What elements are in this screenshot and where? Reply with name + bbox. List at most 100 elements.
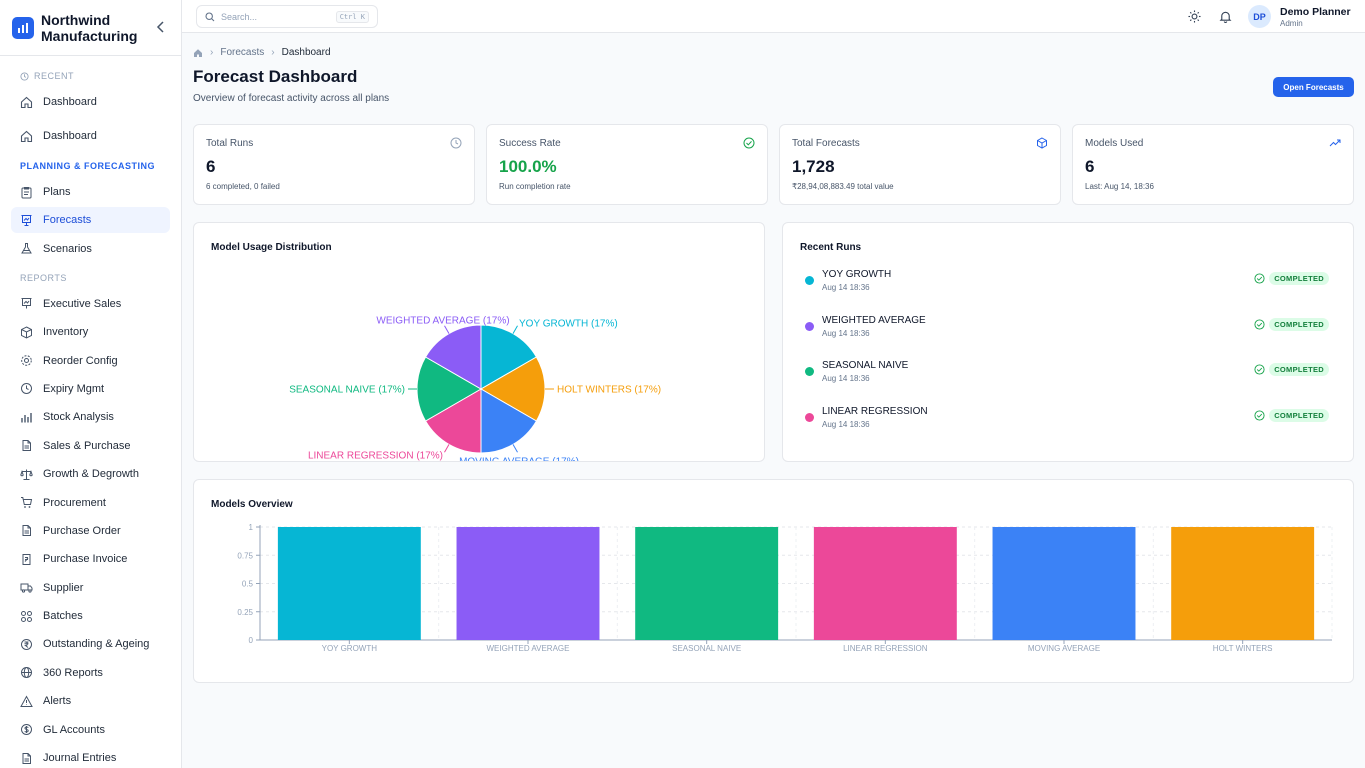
sidebar-item-label: Expiry Mgmt	[43, 382, 105, 395]
run-time: Aug 14 18:36	[822, 328, 870, 338]
page-title: Forecast Dashboard	[193, 67, 358, 86]
breadcrumb: › Forecasts › Dashboard	[193, 47, 331, 58]
brand: Northwind Manufacturing	[0, 0, 181, 56]
sidebar-item-label: Supplier	[43, 581, 84, 594]
sidebar-item-alerts[interactable]: Alerts	[11, 688, 170, 714]
sidebar-item-sales-purchase[interactable]: Sales & Purchase	[11, 433, 170, 459]
sidebar-item-scenarios[interactable]: Scenarios	[11, 236, 170, 262]
bar[interactable]	[635, 527, 779, 640]
sidebar-item-dashboard[interactable]: Dashboard	[11, 123, 170, 149]
document-icon	[20, 752, 33, 765]
sidebar-item-360-reports[interactable]: 360 Reports	[11, 660, 170, 686]
page-subtitle: Overview of forecast activity across all…	[193, 93, 390, 104]
run-row[interactable]: WEIGHTED AVERAGE Aug 14 18:36 COMPLETED	[800, 313, 1335, 343]
sidebar-item-label: Plans	[43, 186, 71, 198]
clock-icon	[450, 137, 462, 149]
stat-sub: Run completion rate	[499, 182, 571, 191]
trending-up-icon	[1329, 139, 1341, 147]
pie-slice[interactable]	[479, 356, 546, 422]
y-tick-label: 1	[249, 523, 254, 532]
sidebar-item-dashboard[interactable]: Dashboard	[11, 89, 170, 115]
sidebar-item-label: Scenarios	[43, 242, 92, 255]
sidebar-item-journal-entries[interactable]: Journal Entries	[11, 745, 170, 768]
sidebar-item-label: Sales & Purchase	[43, 439, 131, 452]
home-icon	[20, 96, 33, 109]
run-name: LINEAR REGRESSION	[822, 405, 928, 417]
sidebar-item-label: Dashboard	[43, 96, 97, 108]
stat-sub: ₹28,94,08,883.49 total value	[792, 182, 894, 191]
stat-value: 100.0%	[499, 157, 557, 176]
y-tick-label: 0.75	[237, 551, 253, 560]
run-row[interactable]: LINEAR REGRESSION Aug 14 18:36 COMPLETED	[800, 404, 1335, 434]
card-title: Recent Runs	[800, 242, 862, 253]
sidebar-item-label: Purchase Invoice	[43, 553, 128, 566]
theme-toggle-button[interactable]	[1188, 10, 1201, 23]
sidebar-item-label: Outstanding & Ageing	[43, 638, 150, 651]
stat-sub: 6 completed, 0 failed	[206, 182, 280, 191]
sidebar-item-expiry-mgmt[interactable]: Expiry Mgmt	[11, 376, 170, 402]
search-shortcut: Ctrl K	[335, 10, 369, 23]
clock-icon	[20, 71, 29, 81]
sidebar-item-label: Growth & Degrowth	[43, 468, 139, 481]
sidebar-item-executive-sales[interactable]: Executive Sales	[11, 291, 170, 317]
sidebar-item-purchase-invoice[interactable]: Purchase Invoice	[11, 546, 170, 572]
pie-leader-line	[444, 444, 450, 453]
sidebar-item-supplier[interactable]: Supplier	[11, 575, 170, 601]
bell-icon	[1219, 11, 1232, 24]
gear-icon	[20, 354, 33, 367]
bar[interactable]	[1171, 527, 1315, 640]
sidebar-item-forecasts[interactable]: Forecasts	[11, 207, 170, 234]
sidebar-item-gl-accounts[interactable]: GL Accounts	[11, 717, 170, 743]
sidebar-item-label: Dashboard	[43, 130, 97, 142]
scale-icon	[20, 468, 33, 481]
bar[interactable]	[813, 527, 957, 640]
main-content: › Forecasts › Dashboard Forecast Dashboa…	[182, 33, 1365, 768]
home-icon	[20, 130, 33, 143]
sidebar-item-plans[interactable]: Plans	[11, 179, 170, 205]
home-icon[interactable]	[193, 48, 203, 58]
open-forecasts-button[interactable]: Open Forecasts	[1273, 77, 1354, 97]
pie-slice-label: SEASONAL NAIVE (17%)	[289, 385, 405, 396]
search-placeholder: Search...	[221, 11, 258, 22]
x-tick-label: YOY GROWTH	[322, 644, 378, 653]
pie-slice[interactable]	[424, 388, 482, 454]
run-row[interactable]: YOY GROWTH Aug 14 18:36 COMPLETED	[800, 267, 1335, 297]
y-tick-label: 0.5	[242, 580, 254, 589]
grid-icon	[20, 610, 33, 623]
card-title: Models Overview	[211, 499, 293, 510]
sidebar-item-growth-degrowth[interactable]: Growth & Degrowth	[11, 461, 170, 487]
bar[interactable]	[992, 527, 1136, 640]
breadcrumb-forecasts-link[interactable]: Forecasts	[220, 47, 265, 58]
pie-slice[interactable]	[424, 324, 482, 390]
globe-icon	[20, 666, 33, 679]
collapse-sidebar-button[interactable]	[153, 20, 169, 36]
cart-icon	[20, 496, 33, 509]
stat-value: 6	[1085, 157, 1095, 176]
notifications-button[interactable]	[1219, 10, 1232, 24]
sidebar-item-procurement[interactable]: Procurement	[11, 490, 170, 516]
sidebar-item-outstanding-ageing[interactable]: Outstanding & Ageing	[11, 631, 170, 657]
run-time: Aug 14 18:36	[822, 374, 870, 383]
sidebar-item-reorder-config[interactable]: Reorder Config	[11, 348, 170, 374]
pie-slice[interactable]	[480, 324, 538, 390]
planning-heading: PLANNING & FORECASTING	[20, 161, 156, 171]
sidebar-item-label: Batches	[43, 610, 83, 623]
search-input[interactable]: Search... Ctrl K	[196, 5, 378, 28]
sidebar-item-label: Executive Sales	[43, 297, 122, 310]
pie-slice-label: YOY GROWTH (17%)	[519, 319, 618, 330]
pie-slice[interactable]	[416, 356, 483, 422]
sidebar-item-inventory[interactable]: Inventory	[11, 319, 170, 345]
run-row[interactable]: SEASONAL NAIVE Aug 14 18:36 COMPLETED	[800, 358, 1335, 388]
x-tick-label: MOVING AVERAGE	[1028, 644, 1100, 653]
sidebar-item-batches[interactable]: Batches	[11, 603, 170, 629]
sidebar-item-stock-analysis[interactable]: Stock Analysis	[11, 404, 170, 430]
sidebar-item-label: 360 Reports	[43, 666, 103, 679]
avatar[interactable]: DP	[1248, 5, 1271, 28]
bar[interactable]	[277, 527, 421, 640]
pie-slice[interactable]	[480, 388, 538, 454]
clock-icon	[20, 382, 33, 395]
bar[interactable]	[456, 527, 600, 640]
sun-icon	[1188, 10, 1201, 23]
sidebar-item-label: Reorder Config	[43, 354, 118, 367]
sidebar-item-purchase-order[interactable]: Purchase Order	[11, 518, 170, 544]
